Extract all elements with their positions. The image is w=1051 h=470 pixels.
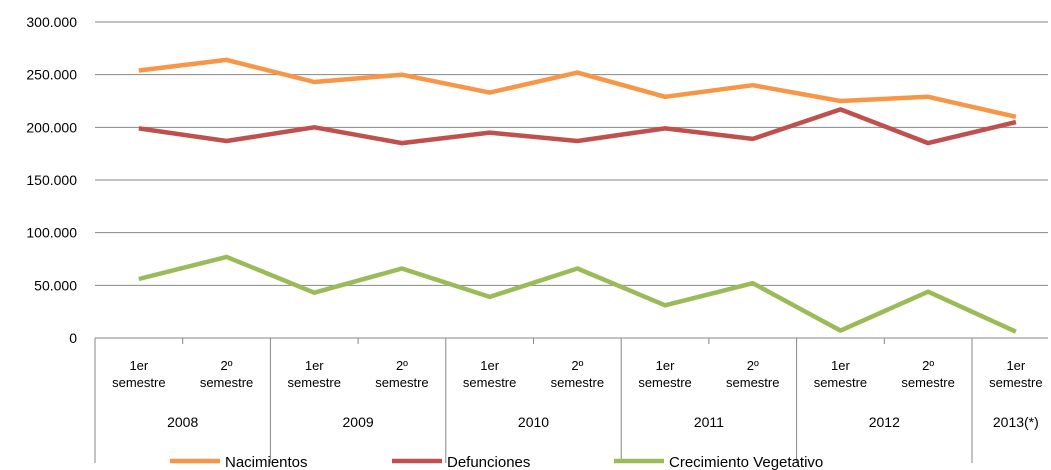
data-point <box>488 91 492 95</box>
x-tick-label-line2: semestre <box>288 375 341 390</box>
x-tick-label-line1: 2º <box>396 358 408 373</box>
y-tick-label: 300.000 <box>26 14 77 30</box>
x-tick-label-line2: semestre <box>638 375 691 390</box>
data-point <box>751 83 755 87</box>
data-point <box>575 139 579 143</box>
y-axis-tick-labels: 0 50.000 100.000 150.000 200.000 250.000 300.0… <box>26 14 77 346</box>
data-point <box>400 141 404 145</box>
data-point <box>575 71 579 75</box>
x-tick-label-line1: 1er <box>656 358 675 373</box>
year-label: 2012 <box>869 414 900 430</box>
data-point <box>838 107 842 111</box>
data-point <box>488 131 492 135</box>
data-point <box>312 80 316 84</box>
x-tick-label-line2: semestre <box>726 375 779 390</box>
data-point <box>137 277 141 281</box>
legend: Nacimientos Defunciones Crecimiento Vegeta… <box>170 454 823 470</box>
x-tick-label-line1: 1er <box>305 358 324 373</box>
year-label: 2008 <box>167 414 198 430</box>
x-tick-label-line1: 1er <box>831 358 850 373</box>
x-tick-label-line1: 1er <box>480 358 499 373</box>
y-tick-label: 250.000 <box>26 67 77 83</box>
legend-label: Defunciones <box>447 454 530 470</box>
data-point <box>926 141 930 145</box>
gridlines <box>95 21 1048 339</box>
data-point <box>312 291 316 295</box>
series-line-defunciones <box>138 107 1017 146</box>
data-point <box>400 73 404 77</box>
x-tick-label-line2: semestre <box>375 375 428 390</box>
series-line-crecimiento-vegetativo <box>138 254 1017 334</box>
data-point <box>137 126 141 130</box>
x-tick-label-line1: 2º <box>221 358 233 373</box>
data-point <box>137 68 141 72</box>
x-tick-label-line1: 1er <box>1006 358 1025 373</box>
series-line-nacimientos <box>138 57 1017 119</box>
x-tick-label-line2: semestre <box>463 375 516 390</box>
x-tick-label-line2: semestre <box>814 375 867 390</box>
data-point <box>225 139 229 143</box>
data-point <box>400 266 404 270</box>
y-tick-label: 0 <box>69 330 77 346</box>
x-tick-label-line1: 1er <box>129 358 148 373</box>
y-tick-label: 50.000 <box>34 277 77 293</box>
year-label: 2013(*) <box>993 414 1039 430</box>
legend-label: Crecimiento Vegetativo <box>669 454 823 470</box>
data-point <box>926 95 930 99</box>
data-point <box>751 137 755 141</box>
x-tick-label-line2: semestre <box>901 375 954 390</box>
series-lines <box>137 57 1018 334</box>
data-point <box>838 329 842 333</box>
x-tick-label-line2: semestre <box>200 375 253 390</box>
data-point <box>663 126 667 130</box>
x-tick-label-line1: 2º <box>747 358 759 373</box>
data-point <box>1014 115 1018 119</box>
year-label: 2009 <box>343 414 374 430</box>
legend-label: Nacimientos <box>225 454 308 470</box>
x-tick-label-line1: 2º <box>922 358 934 373</box>
x-axis: 1er semestre 2º semestre 1er semestre 2º semest… <box>94 338 1043 463</box>
year-label: 2010 <box>518 414 549 430</box>
year-label: 2011 <box>694 414 724 430</box>
data-point <box>751 281 755 285</box>
x-tick-label-line2: semestre <box>551 375 604 390</box>
data-point <box>926 290 930 294</box>
y-tick-label: 150.000 <box>26 172 77 188</box>
x-tick-label-line2: semestre <box>989 375 1042 390</box>
data-point <box>663 303 667 307</box>
data-point <box>663 95 667 99</box>
data-point <box>838 99 842 103</box>
data-point <box>488 295 492 299</box>
data-point <box>575 266 579 270</box>
data-point <box>225 58 229 62</box>
data-point <box>312 125 316 129</box>
x-tick-label-line1: 2º <box>571 358 583 373</box>
y-tick-label: 100.000 <box>26 225 77 241</box>
data-point <box>225 255 229 259</box>
x-tick-label-line2: semestre <box>112 375 165 390</box>
data-point <box>1014 120 1018 124</box>
data-point <box>1014 330 1018 334</box>
y-tick-label: 200.000 <box>26 119 77 135</box>
